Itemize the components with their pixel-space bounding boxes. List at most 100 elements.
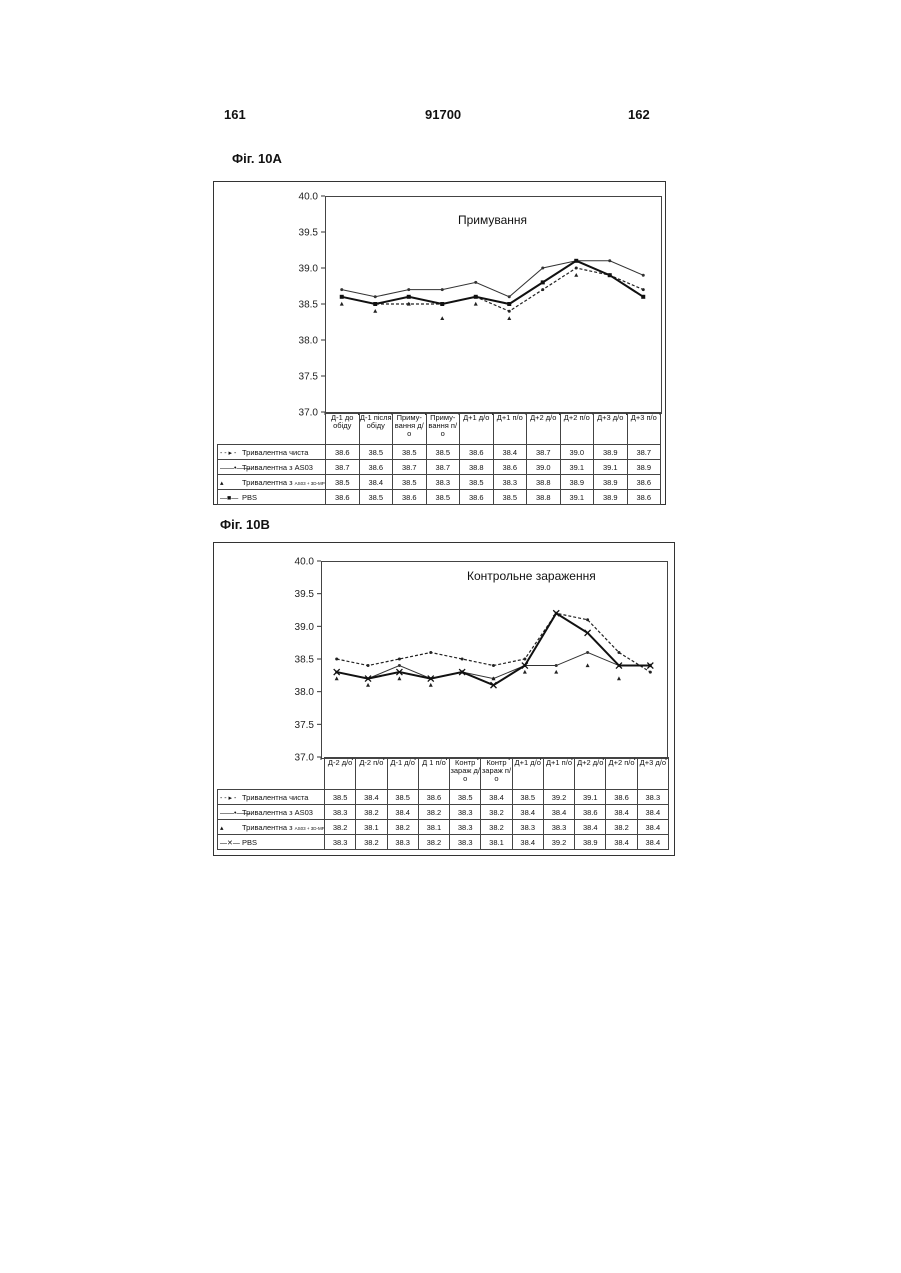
data-point-1 [407,288,410,291]
legend-entry: ——•——Тривалентна з AS03 [218,805,325,820]
series-name: PBS [242,493,257,502]
table-cell: 38.4 [575,820,606,835]
table-cell: 38.2 [481,805,512,820]
table-cell: 38.2 [606,820,637,835]
series-name: Тривалентна з [242,478,293,487]
series-name-sub: AS03 + 3D-MPL [295,481,326,486]
x-category-label: Д+2 д/о [575,758,606,790]
table-cell: 38.3 [637,790,668,805]
table-cell: 38.3 [387,835,418,850]
figure-10b-panel: 37.037.538.038.539.039.540.0Контрольне з… [213,542,675,856]
table-cell: 38.6 [493,460,527,475]
data-point-1 [608,259,611,262]
x-category-label: Д-1 після обіду [359,413,393,445]
table-cell: 38.6 [627,475,661,490]
data-point-3 [407,295,411,299]
series-name: Тривалентна чиста [242,448,308,457]
x-category-label: Д+3 д/о [637,758,668,790]
y-tick-label: 39.5 [299,228,319,239]
table-cell: 38.5 [393,445,427,460]
table-cell: 38.8 [527,475,561,490]
table-cell: 38.7 [393,460,427,475]
data-point-0 [642,288,645,291]
data-point-0 [429,651,432,654]
legend-entry: - - ▸ -Тривалентна чиста [218,445,326,460]
legend-marker-icon: ——•—— [220,465,242,472]
y-tick-label: 40.0 [299,192,319,203]
chart-title: Контрольне зараження [467,569,596,583]
table-row: ——•——Тривалентна з AS0338.738.638.738.73… [218,460,661,475]
series-name-sub: AS03 + 3D-MPL [295,826,325,831]
series-line-0 [337,613,651,672]
legend-marker-icon: ▴ [220,479,242,487]
legend-marker-icon: —■— [220,495,242,502]
table-cell: 38.9 [560,475,594,490]
data-point-1 [474,281,477,284]
table-row: - - ▸ -Тривалентна чиста38.538.438.538.6… [218,790,669,805]
x-category-label: Приму- вання п/о [426,413,460,445]
table-cell: 39.1 [560,460,594,475]
legend-entry: - - ▸ -Тривалентна чиста [218,790,325,805]
legend-marker-icon: - - ▸ - [220,449,242,457]
data-point-0 [586,618,589,621]
series-line-1 [342,261,644,297]
data-point-1 [642,274,645,277]
table-cell: 38.7 [527,445,561,460]
table-cell: 38.5 [359,445,393,460]
table-cell: 38.4 [387,805,418,820]
table-cell: 38.9 [594,475,628,490]
x-category-label: Д-1 д/о [387,758,418,790]
table-cell: 38.4 [606,805,637,820]
x-category-label: Д+3 д/о [594,413,628,445]
table-cell: 38.5 [387,790,418,805]
legend-entry: —✕—PBS [218,835,325,850]
table-cell: 38.9 [594,445,628,460]
legend-marker-icon: ——•—— [220,810,242,817]
data-point-0 [541,288,544,291]
table-cell: 38.2 [325,820,356,835]
x-category-label: Д 1 п/о [418,758,449,790]
data-point-2 [617,676,621,680]
data-point-3 [507,302,511,306]
table-cell: 39.0 [527,460,561,475]
table-cell: 38.3 [450,835,481,850]
page-number-right: 162 [628,107,650,122]
y-tick-label: 37.5 [299,372,319,383]
table-cell: 38.1 [481,835,512,850]
table-cell: 38.4 [512,835,543,850]
table-cell: 38.6 [460,445,494,460]
table-cell: 38.3 [325,835,356,850]
series-name: Тривалентна чиста [242,793,308,802]
data-point-1 [586,651,589,654]
table-cell: 38.5 [426,445,460,460]
data-point-2 [574,273,578,277]
data-point-0 [523,658,526,661]
data-point-2 [397,676,401,680]
data-point-3 [474,295,478,299]
data-point-1 [441,288,444,291]
table-cell: 38.2 [356,805,387,820]
table-cell: 38.1 [418,820,449,835]
table-cell: 38.2 [387,820,418,835]
data-point-2 [554,670,558,674]
data-point-1 [508,295,511,298]
x-category-label: Д+2 п/о [560,413,594,445]
data-point-1 [541,267,544,270]
table-cell: 39.2 [543,790,574,805]
table-cell: 38.5 [460,475,494,490]
table-corner [218,758,325,790]
table-cell: 38.5 [325,790,356,805]
data-point-3 [541,280,545,284]
x-category-label: Д+2 п/о [606,758,637,790]
data-point-0 [617,651,620,654]
data-point-2 [440,316,444,320]
table-cell: 38.5 [450,790,481,805]
table-cell: 38.7 [426,460,460,475]
legend-entry: ——•——Тривалентна з AS03 [218,460,326,475]
series-name: PBS [242,838,257,847]
table-cell: 38.3 [450,820,481,835]
x-category-label: Контр зараж д/о [450,758,481,790]
x-category-label: Д+1 д/о [512,758,543,790]
y-tick-label: 40.0 [295,557,315,568]
data-point-0 [461,658,464,661]
